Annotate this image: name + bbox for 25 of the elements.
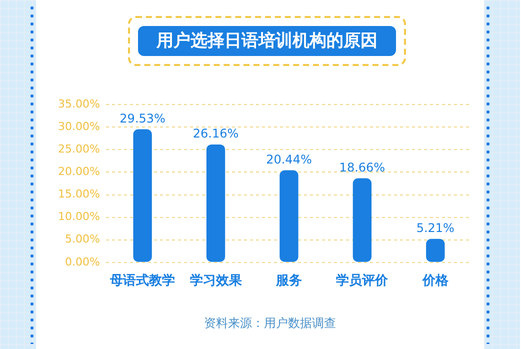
bar [352, 178, 372, 262]
y-tick-label: 0.00% [64, 255, 100, 268]
data-label: 5.21% [416, 221, 454, 236]
x-tick-label: 学习效果 [190, 274, 243, 289]
y-tick-label: 35.00% [58, 97, 100, 110]
x-tick-label: 学员评价 [336, 274, 390, 289]
data-label: 20.44% [266, 152, 312, 166]
y-tick-label: 10.00% [58, 210, 100, 224]
data-label: 29.53% [120, 111, 166, 126]
data-label: 18.66% [339, 160, 386, 174]
y-tick-label: 20.00% [58, 165, 100, 178]
data-label: 26.16% [192, 126, 239, 141]
chart-title: 用户选择日语培训机构的原因 [138, 26, 396, 56]
bar [206, 144, 226, 262]
y-tick-label: 5.00% [64, 232, 100, 246]
bar [280, 170, 298, 262]
x-tick-label: 价格 [421, 274, 450, 289]
bar [426, 238, 445, 262]
x-tick-label: 服务 [274, 274, 302, 289]
bar [133, 129, 152, 262]
x-tick-label: 母语式教学 [109, 272, 176, 289]
y-tick-label: 25.00% [58, 142, 100, 156]
y-tick-label: 15.00% [58, 188, 100, 201]
y-tick-label: 30.00% [58, 120, 100, 133]
text: 资料来源：用户数据调查 [203, 315, 337, 332]
